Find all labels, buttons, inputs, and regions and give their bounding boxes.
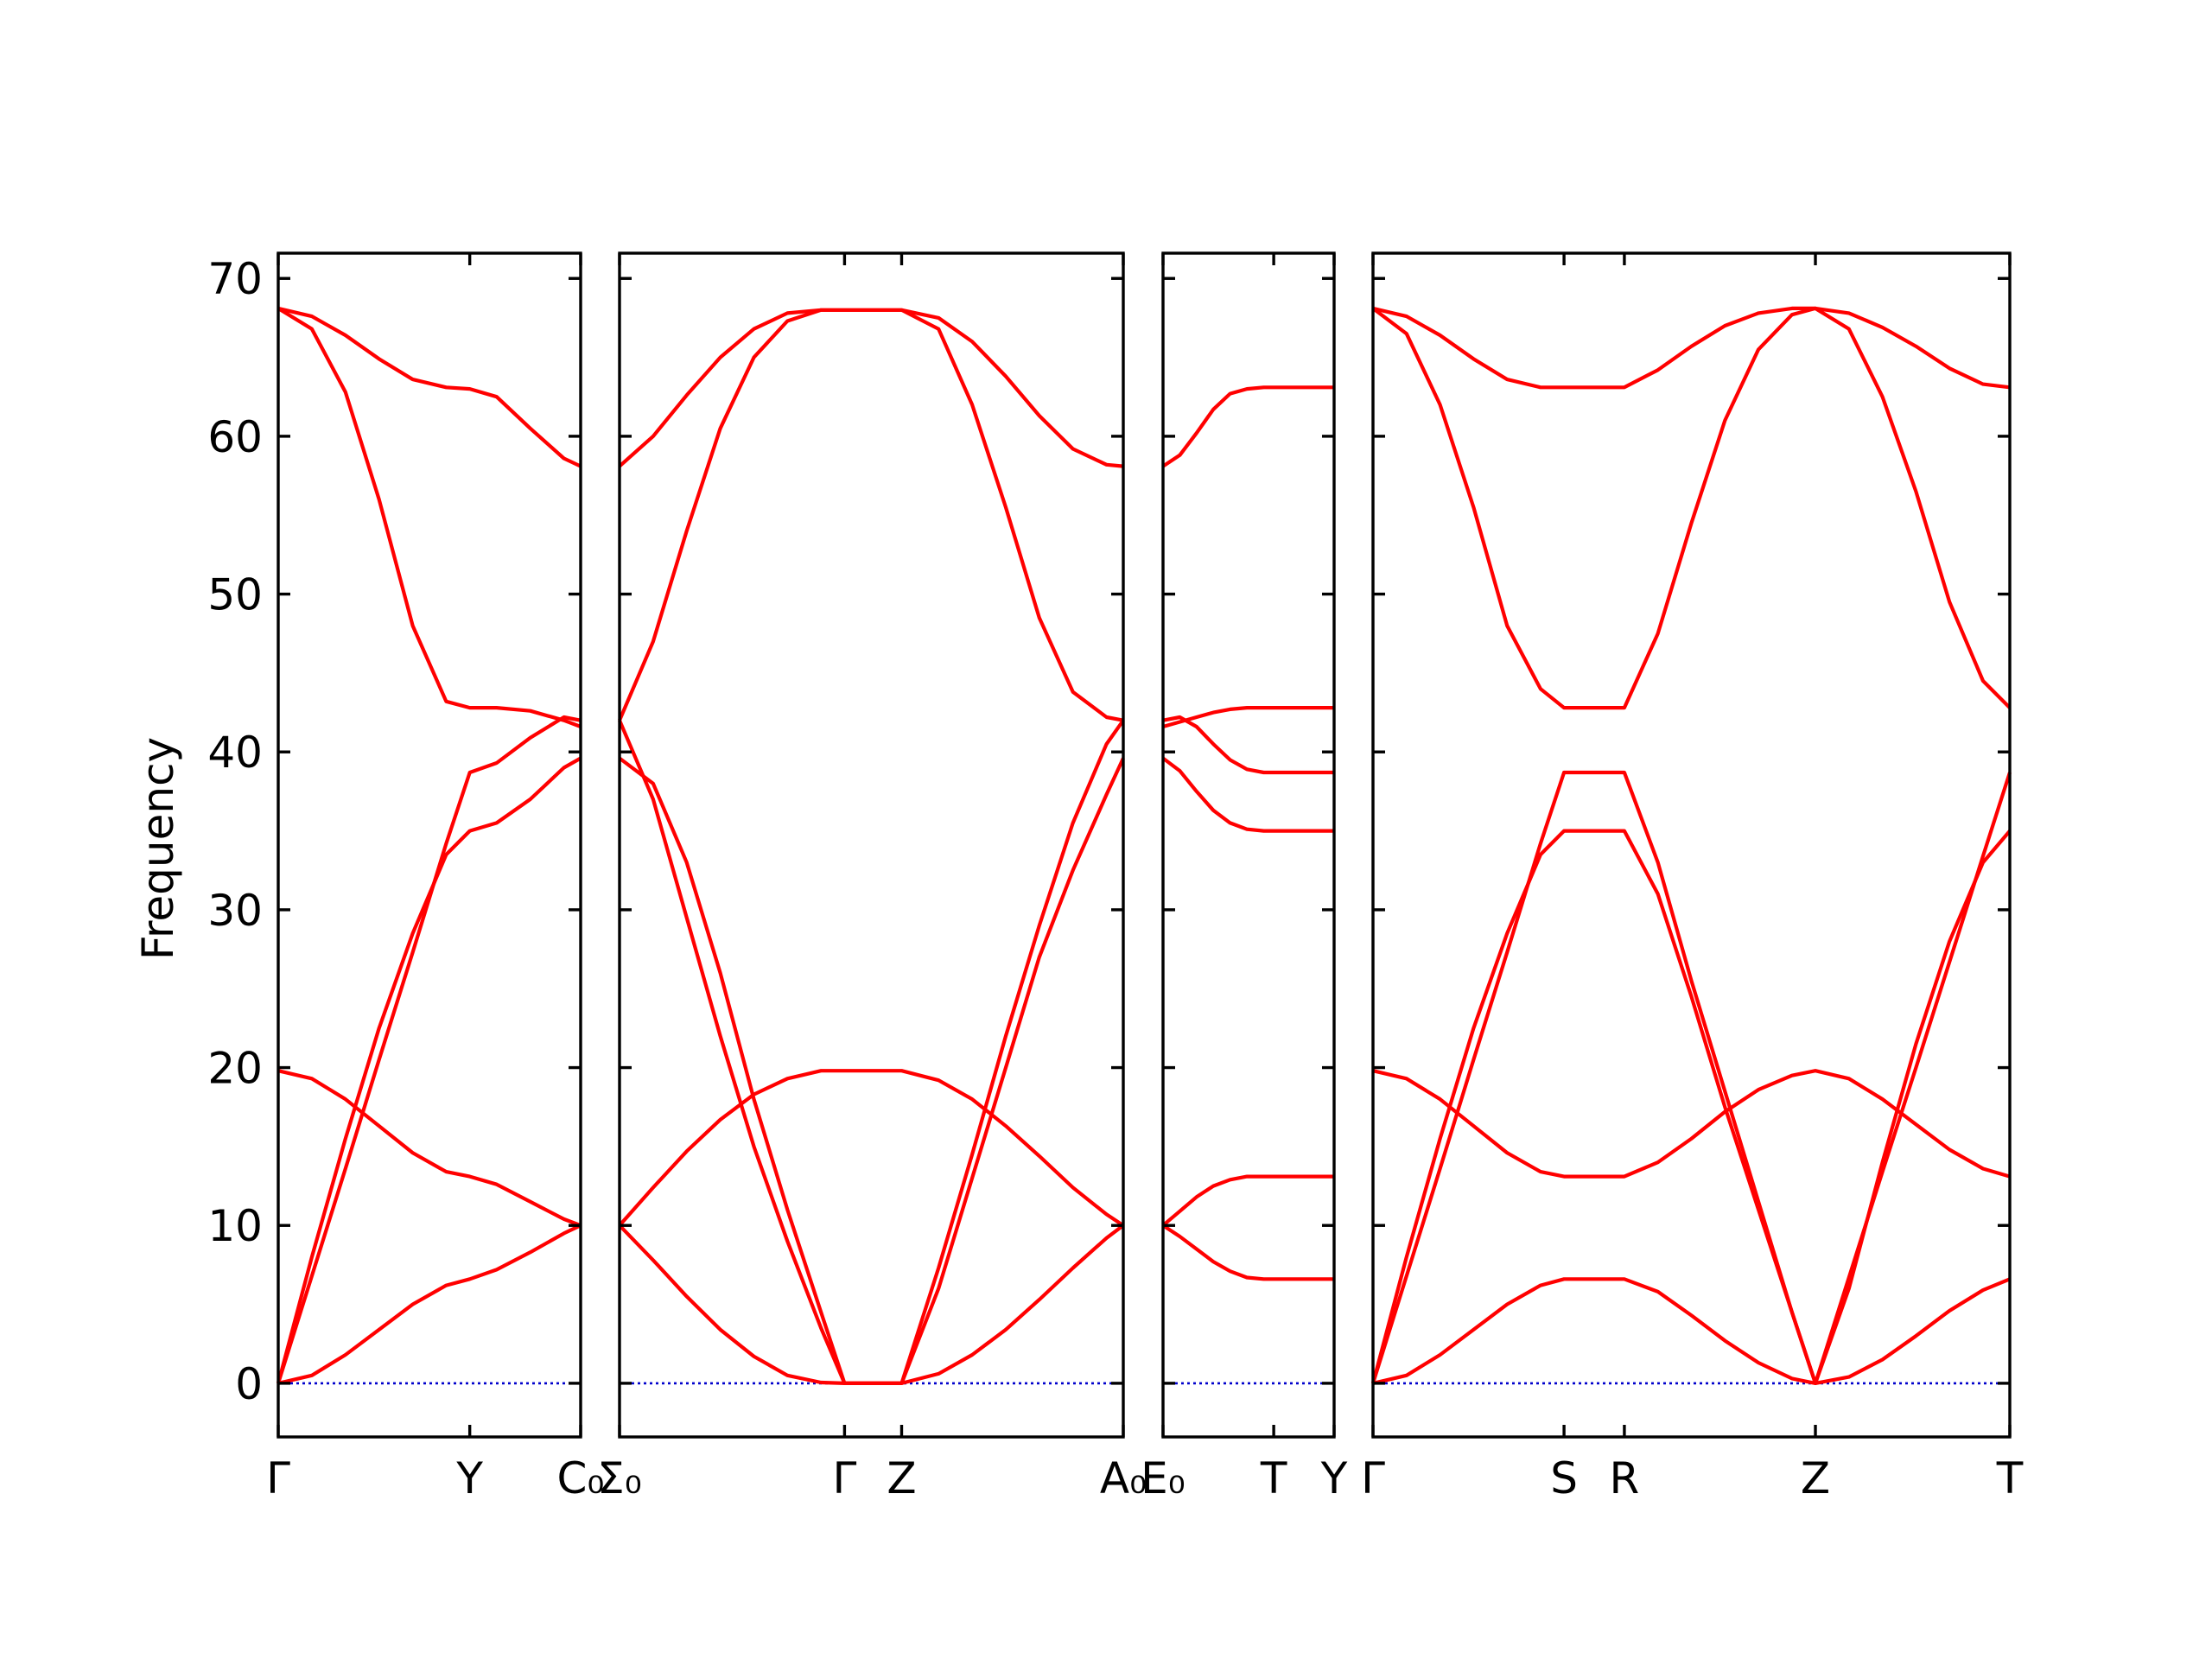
band-line-6 bbox=[1161, 385, 1334, 468]
band-line-5 bbox=[1162, 706, 1334, 729]
band-line-6 bbox=[277, 306, 582, 468]
x-tick-label: R bbox=[1610, 1453, 1640, 1503]
y-tick-label: 0 bbox=[235, 1359, 263, 1409]
x-tick-label: Y bbox=[455, 1453, 483, 1503]
x-tick-label: Γ bbox=[832, 1453, 856, 1503]
y-tick-label: 60 bbox=[207, 412, 263, 462]
band-line-4 bbox=[618, 719, 1125, 1385]
panel-frame bbox=[1371, 251, 2012, 1439]
x-tick-label: S bbox=[1550, 1453, 1578, 1503]
band-line-5 bbox=[1371, 306, 2012, 710]
x-tick-label: T bbox=[1996, 1453, 2024, 1503]
panel-frame bbox=[276, 251, 582, 1439]
band-line-2 bbox=[277, 1069, 582, 1228]
panel-3: E₀ T Y bbox=[1141, 251, 1348, 1503]
band-line-5 bbox=[276, 307, 582, 728]
band-line-2 bbox=[1161, 1174, 1334, 1227]
band-line-1 bbox=[1161, 1224, 1334, 1281]
band-line-4 bbox=[1370, 770, 2012, 1385]
y-axis-label: Frequency bbox=[133, 737, 183, 960]
x-tick-label: Z bbox=[887, 1453, 916, 1503]
x-tick-label: A₀ bbox=[1100, 1453, 1147, 1503]
y-tick-label: 50 bbox=[207, 570, 263, 620]
x-tick-label: E₀ bbox=[1141, 1453, 1185, 1503]
x-tick-label: Σ₀ bbox=[597, 1453, 642, 1503]
y-tick-label: 40 bbox=[207, 728, 263, 778]
band-line-4 bbox=[276, 715, 582, 1384]
panel-frame bbox=[1161, 251, 1336, 1439]
band-line-1 bbox=[1372, 1277, 2011, 1385]
y-tick-label: 30 bbox=[207, 886, 263, 936]
band-line-2 bbox=[1372, 1069, 2011, 1179]
band-line-6 bbox=[1372, 306, 2011, 390]
band-line-3 bbox=[1161, 756, 1334, 833]
panel-2: Σ₀ Γ Z A₀ bbox=[597, 251, 1147, 1503]
x-tick-label: Z bbox=[1801, 1453, 1830, 1503]
panel-1: Γ Y C₀ bbox=[266, 251, 605, 1503]
band-line-6 bbox=[618, 308, 1124, 468]
band-line-3 bbox=[276, 756, 582, 1384]
x-tick-label: Y bbox=[1320, 1453, 1348, 1503]
x-tick-label: T bbox=[1260, 1453, 1287, 1503]
y-tick-label: 70 bbox=[207, 254, 263, 304]
x-tick-label: Γ bbox=[266, 1453, 290, 1503]
band-line-5 bbox=[618, 308, 1124, 722]
x-tick-label: Γ bbox=[1361, 1453, 1385, 1503]
band-line-3 bbox=[1370, 829, 2012, 1385]
x-tick-label: C₀ bbox=[557, 1453, 605, 1503]
band-line-2 bbox=[618, 1069, 1125, 1227]
band-line-4 bbox=[1162, 715, 1334, 775]
y-tick-label: 20 bbox=[207, 1044, 263, 1094]
y-tick-label: 10 bbox=[207, 1201, 263, 1251]
band-line-1 bbox=[277, 1224, 582, 1385]
band-line-1 bbox=[618, 1224, 1125, 1385]
panel-frame bbox=[618, 251, 1125, 1439]
